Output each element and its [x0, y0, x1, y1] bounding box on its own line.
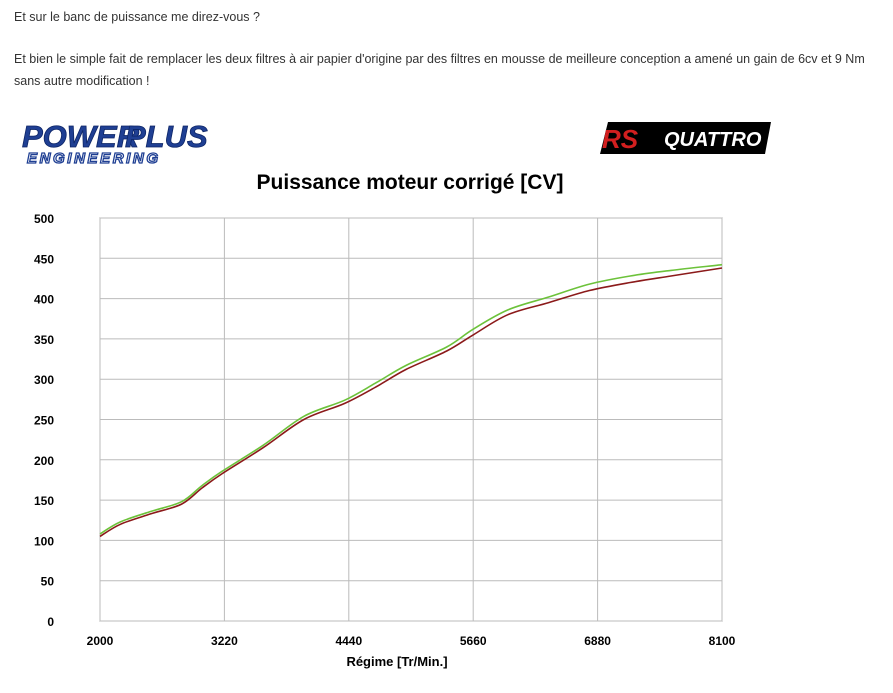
- rs-quattro-logo: RS QUATTRO: [600, 122, 771, 154]
- rs-letters: RS: [602, 124, 639, 154]
- y-tick-label: 50: [41, 575, 55, 589]
- powerplus-logo: POWER PLUS ENGINEERING: [22, 119, 209, 168]
- y-tick-label: 250: [34, 414, 54, 428]
- powerplus-word-plus: PLUS: [125, 119, 208, 154]
- x-tick-label: 6880: [584, 634, 611, 648]
- x-tick-label: 3220: [211, 634, 238, 648]
- rs-quattro-badge: [600, 122, 771, 154]
- x-axis-label: Régime [Tr/Min.]: [346, 654, 447, 669]
- x-tick-label: 8100: [709, 634, 736, 648]
- quattro-word: QUATTRO: [664, 129, 762, 151]
- dyno-chart: POWER PLUS ENGINEERING RS QUATTRO Puissa…: [22, 119, 771, 669]
- y-tick-label: 0: [47, 615, 54, 629]
- chart-series: [99, 263, 723, 538]
- x-axis-ticks: 2000 3220 4440 5660 6880 8100: [87, 634, 736, 648]
- x-tick-label: 2000: [87, 634, 114, 648]
- y-axis-ticks: 0 50 100 150 200 250 300 350 400 450 500: [34, 212, 54, 629]
- y-tick-label: 200: [34, 454, 54, 468]
- chart-title: Puissance moteur corrigé [CV]: [257, 171, 564, 194]
- y-tick-label: 400: [34, 293, 54, 307]
- y-tick-label: 500: [34, 212, 54, 226]
- x-tick-label: 4440: [335, 634, 362, 648]
- chart-grid: [99, 217, 723, 622]
- powerplus-word-power: POWER: [22, 119, 140, 154]
- post-paragraph-question: Et sur le banc de puissance me direz-vou…: [14, 10, 260, 24]
- y-tick-label: 150: [34, 494, 54, 508]
- series-line-after: [99, 263, 723, 535]
- y-tick-label: 350: [34, 333, 54, 347]
- y-tick-label: 450: [34, 252, 54, 266]
- powerplus-word-engineering: ENGINEERING: [27, 150, 161, 167]
- series-line-before: [99, 267, 723, 538]
- y-tick-label: 300: [34, 373, 54, 387]
- post-paragraph-result: Et bien le simple fait de remplacer les …: [14, 52, 865, 88]
- y-tick-label: 100: [34, 534, 54, 548]
- x-tick-label: 5660: [460, 634, 487, 648]
- dyno-chart-figure: POWER PLUS ENGINEERING RS QUATTRO Puissa…: [0, 108, 893, 693]
